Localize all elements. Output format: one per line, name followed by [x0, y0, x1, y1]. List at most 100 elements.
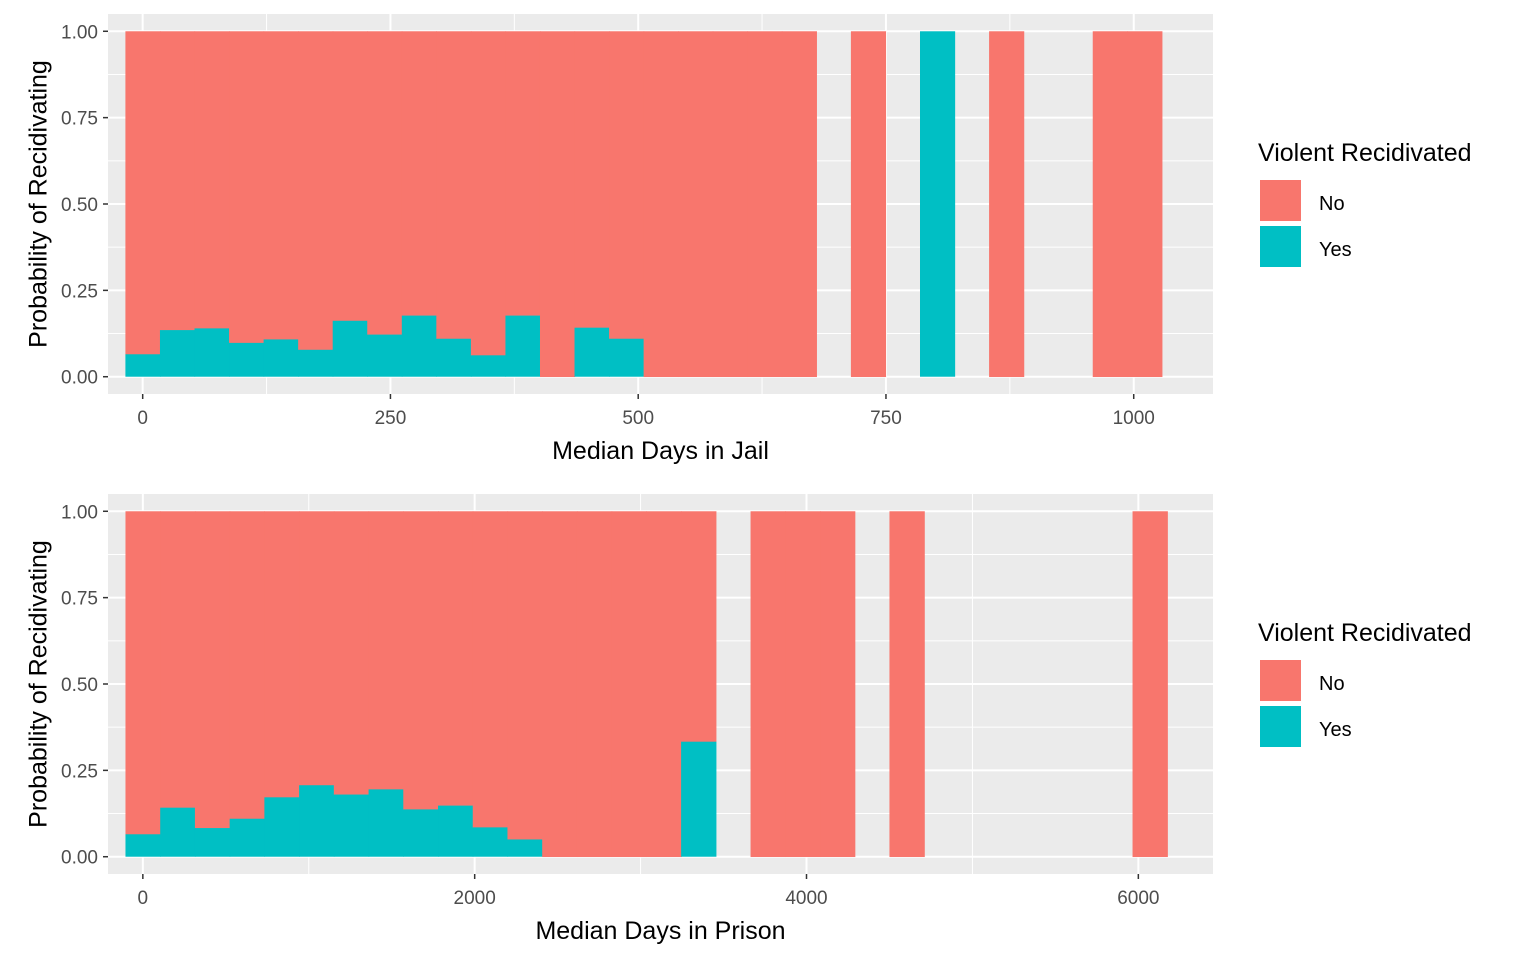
- prison-bar-yes: [438, 805, 474, 857]
- prison-y-tick-label: 0.25: [61, 761, 98, 782]
- jail-bar-no: [263, 31, 299, 340]
- jail-bar-no: [159, 31, 196, 331]
- prison-bar-no: [160, 511, 196, 808]
- jail-bar-yes: [229, 342, 265, 377]
- jail-bar-yes: [332, 320, 368, 377]
- jail-bar-no: [194, 31, 230, 329]
- prison-legend-label-no: No: [1319, 673, 1345, 695]
- jail-bar-yes: [609, 338, 645, 377]
- jail-legend: Violent Recidivated No Yes: [1258, 139, 1472, 269]
- jail-bar-yes: [470, 355, 507, 377]
- prison-bars: [125, 511, 1168, 858]
- prison-bar-no: [750, 511, 786, 858]
- jail-x-tick-label: 1000: [1113, 408, 1155, 429]
- prison-bar-yes: [368, 789, 404, 857]
- jail-bar-yes: [263, 339, 299, 377]
- prison-bar-no: [785, 511, 821, 858]
- jail-bar-no: [332, 31, 368, 322]
- jail-bar-yes: [505, 315, 541, 377]
- prison-bar-no: [229, 511, 265, 820]
- prison-bar-no: [299, 511, 335, 786]
- prison-bar-yes: [264, 797, 300, 857]
- jail-bar-yes: [401, 315, 437, 377]
- jail-bar-no: [401, 31, 437, 316]
- jail-bar-yes: [194, 328, 230, 377]
- jail-legend-label-yes: Yes: [1319, 239, 1352, 261]
- jail-legend-key-no: [1258, 178, 1303, 223]
- prison-y-tick-label: 1.00: [61, 502, 98, 523]
- jail-bar-no: [574, 31, 610, 328]
- prison-axes: [103, 510, 1140, 879]
- jail-bars: [125, 31, 1163, 378]
- prison-bar-no: [125, 511, 161, 835]
- prison-bar-no: [646, 511, 682, 858]
- jail-bar-yes: [159, 330, 196, 377]
- prison-x-tick-label: 0: [138, 888, 149, 909]
- prison-bar-no: [576, 511, 613, 858]
- prison-y-tick-label: 0.00: [61, 848, 98, 869]
- jail-bar-no: [367, 31, 403, 335]
- prison-bar-no: [194, 511, 231, 829]
- prison-bar-no: [368, 511, 404, 790]
- jail-bar-no: [678, 31, 714, 378]
- jail-bar-no: [470, 31, 507, 356]
- prison-y-tick-label: 0.75: [61, 589, 98, 610]
- jail-bar-no: [850, 31, 887, 378]
- prison-bar-no: [820, 511, 856, 858]
- prison-bar-yes: [125, 834, 161, 857]
- jail-y-tick-label: 0.25: [61, 281, 98, 302]
- prison-bar-no: [403, 511, 439, 810]
- jail-bar-yes: [574, 327, 610, 377]
- prison-bar-no: [1132, 511, 1168, 858]
- prison-bar-no: [542, 511, 578, 858]
- jail-bar-no: [229, 31, 265, 344]
- jail-x-tick-label: 750: [870, 408, 902, 429]
- prison-legend-key-yes: [1258, 704, 1303, 749]
- jail-legend-title: Violent Recidivated: [1258, 139, 1472, 167]
- prison-y-tick-label: 0.50: [61, 675, 98, 696]
- jail-axes: [103, 30, 1135, 399]
- jail-chart: 0.00 0.25 0.50 0.75 1.00 0 250 500 750 1…: [25, 14, 1472, 465]
- jail-bar-no: [747, 31, 783, 378]
- prison-bar-no: [611, 511, 647, 858]
- jail-bar-no: [505, 31, 541, 316]
- prison-bar-yes: [160, 807, 196, 857]
- jail-bar-yes: [367, 334, 403, 377]
- prison-bar-yes: [403, 809, 439, 857]
- prison-bar-no: [889, 511, 925, 858]
- prison-chart: 0.00 0.25 0.50 0.75 1.00 0 2000 4000 600…: [25, 494, 1472, 945]
- prison-legend-label-yes: Yes: [1319, 719, 1352, 741]
- prison-bar-no: [507, 511, 543, 840]
- jail-x-tick-label: 250: [375, 408, 407, 429]
- jail-bar-no: [298, 31, 334, 351]
- prison-bar-yes: [472, 827, 509, 857]
- prison-x-tick-label: 6000: [1117, 888, 1159, 909]
- jail-bar-yes: [436, 338, 472, 377]
- jail-bar-no: [125, 31, 161, 355]
- prison-x-tick-label: 2000: [454, 888, 496, 909]
- prison-bar-no: [264, 511, 300, 798]
- jail-y-tick-label: 0.00: [61, 368, 98, 389]
- prison-legend-key-no: [1258, 658, 1303, 703]
- prison-bar-yes: [507, 839, 543, 857]
- jail-x-tick-label: 500: [622, 408, 654, 429]
- prison-bar-yes: [229, 818, 265, 857]
- jail-bar-no: [781, 31, 817, 378]
- jail-legend-key-yes: [1258, 224, 1303, 269]
- prison-bar-yes: [299, 785, 335, 857]
- prison-legend: Violent Recidivated No Yes: [1258, 619, 1472, 749]
- prison-bar-yes: [681, 741, 717, 857]
- jail-bar-no: [1127, 31, 1163, 378]
- jail-x-axis-title: Median Days in Jail: [552, 437, 769, 465]
- prison-x-axis-title: Median Days in Prison: [535, 917, 785, 945]
- jail-y-tick-label: 0.50: [61, 195, 98, 216]
- jail-bar-no: [436, 31, 472, 340]
- prison-bar-no: [681, 511, 717, 742]
- jail-bar-yes: [125, 354, 161, 377]
- jail-legend-label-no: No: [1319, 193, 1345, 215]
- jail-bar-no: [989, 31, 1025, 378]
- jail-bar-yes: [298, 349, 334, 377]
- jail-x-tick-label: 0: [137, 408, 148, 429]
- jail-bar-no: [1092, 31, 1128, 378]
